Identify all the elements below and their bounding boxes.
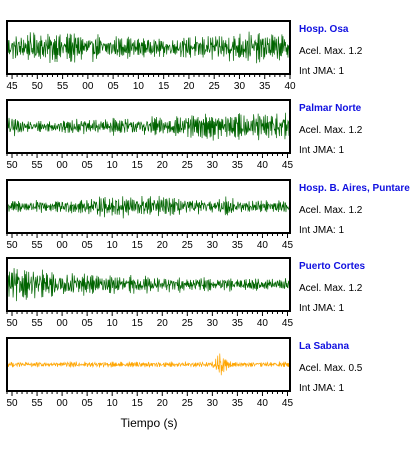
tick-label: 30 xyxy=(207,160,219,171)
waveform-series xyxy=(7,112,290,141)
tick-label: 10 xyxy=(107,160,119,171)
tick-label: 05 xyxy=(82,398,94,409)
tick-label: 50 xyxy=(6,160,18,171)
jma-intensity-label: Int JMA: 1 xyxy=(299,145,344,156)
tick-label: 30 xyxy=(207,398,219,409)
tick-label: 00 xyxy=(57,398,69,409)
jma-intensity-label: Int JMA: 1 xyxy=(299,225,344,236)
tick-label: 50 xyxy=(32,81,44,92)
seismogram-panel: 50 55 00 05 10 15 20 25 30 35 40 45 Puerto Cortes Ace… xyxy=(6,257,366,329)
jma-intensity-label: Int JMA: 1 xyxy=(299,383,344,394)
tick-label: 40 xyxy=(257,318,269,329)
tick-label: 50 xyxy=(6,240,18,251)
tick-label: 35 xyxy=(232,160,244,171)
tick-label: 15 xyxy=(132,398,144,409)
waveform-series xyxy=(7,353,290,376)
panel-frame xyxy=(6,179,291,234)
tick-label: 20 xyxy=(157,160,169,171)
seismogram-panel: 50 55 00 05 10 15 20 25 30 35 40 45 Palmar Norte Acel… xyxy=(6,99,363,171)
station-name: Hosp. B. Aires, Puntare xyxy=(299,183,410,194)
station-name: La Sabana xyxy=(299,341,349,352)
tick-label: 15 xyxy=(132,160,144,171)
tick-label: 45 xyxy=(282,240,294,251)
tick-label: 15 xyxy=(158,81,170,92)
panel-frame xyxy=(6,257,291,312)
tick-label: 30 xyxy=(234,81,246,92)
tick-label: 45 xyxy=(6,81,18,92)
panel-frame xyxy=(6,337,291,392)
waveform-series xyxy=(7,195,290,219)
tick-label: 35 xyxy=(232,240,244,251)
tick-label: 55 xyxy=(57,81,69,92)
tick-label: 55 xyxy=(31,398,43,409)
tick-label: 20 xyxy=(157,318,169,329)
station-name: Palmar Norte xyxy=(299,103,362,114)
tick-label: 05 xyxy=(108,81,120,92)
tick-label: 25 xyxy=(182,398,194,409)
tick-label: 55 xyxy=(31,160,43,171)
waveform-series xyxy=(7,268,290,302)
tick-label: 55 xyxy=(31,240,43,251)
tick-label: 30 xyxy=(207,318,219,329)
tick-label: 15 xyxy=(132,318,144,329)
tick-label: 40 xyxy=(257,398,269,409)
station-name: Puerto Cortes xyxy=(299,261,366,272)
tick-label: 10 xyxy=(133,81,145,92)
tick-label: 35 xyxy=(232,318,244,329)
seismogram-panel: 45 50 55 00 05 10 15 20 25 30 35 40 Hosp. Osa Acel. M… xyxy=(6,20,363,92)
tick-label: 25 xyxy=(182,160,194,171)
max-acceleration-label: Acel. Max. 1.2 xyxy=(299,205,363,216)
tick-label: 00 xyxy=(57,240,69,251)
x-axis-title: Tiempo (s) xyxy=(121,416,178,430)
panel-frame xyxy=(6,99,291,154)
seismogram-panel: 50 55 00 05 10 15 20 25 30 35 40 45 La Sabana Acel. M… xyxy=(6,337,363,409)
tick-label: 00 xyxy=(57,160,69,171)
tick-label: 05 xyxy=(82,240,94,251)
max-acceleration-label: Acel. Max. 1.2 xyxy=(299,283,363,294)
tick-label: 50 xyxy=(6,398,18,409)
max-acceleration-label: Acel. Max. 1.2 xyxy=(299,125,363,136)
tick-label: 50 xyxy=(6,318,18,329)
tick-label: 20 xyxy=(183,81,195,92)
tick-label: 00 xyxy=(82,81,94,92)
tick-label: 10 xyxy=(107,318,119,329)
jma-intensity-label: Int JMA: 1 xyxy=(299,303,344,314)
waveform-series xyxy=(7,31,290,64)
station-name: Hosp. Osa xyxy=(299,24,349,35)
tick-label: 25 xyxy=(209,81,221,92)
tick-label: 10 xyxy=(107,398,119,409)
tick-label: 40 xyxy=(257,240,269,251)
tick-label: 30 xyxy=(207,240,219,251)
tick-label: 05 xyxy=(82,318,94,329)
tick-label: 05 xyxy=(82,160,94,171)
tick-label: 45 xyxy=(282,160,294,171)
tick-label: 00 xyxy=(57,318,69,329)
max-acceleration-label: Acel. Max. 1.2 xyxy=(299,46,363,57)
tick-label: 40 xyxy=(284,81,296,92)
tick-label: 45 xyxy=(282,398,294,409)
tick-label: 25 xyxy=(182,240,194,251)
tick-label: 35 xyxy=(232,398,244,409)
tick-label: 10 xyxy=(107,240,119,251)
tick-label: 20 xyxy=(157,240,169,251)
max-acceleration-label: Acel. Max. 0.5 xyxy=(299,363,363,374)
seismogram-panel: 50 55 00 05 10 15 20 25 30 35 40 45 Hosp. B. Aires, … xyxy=(6,179,410,251)
tick-label: 25 xyxy=(182,318,194,329)
tick-label: 15 xyxy=(132,240,144,251)
tick-label: 20 xyxy=(157,398,169,409)
tick-label: 45 xyxy=(282,318,294,329)
tick-label: 55 xyxy=(31,318,43,329)
tick-label: 40 xyxy=(257,160,269,171)
panels-group: 45 50 55 00 05 10 15 20 25 30 35 40 Hosp. Osa Acel. M… xyxy=(6,20,410,409)
tick-label: 35 xyxy=(259,81,271,92)
jma-intensity-label: Int JMA: 1 xyxy=(299,66,344,77)
